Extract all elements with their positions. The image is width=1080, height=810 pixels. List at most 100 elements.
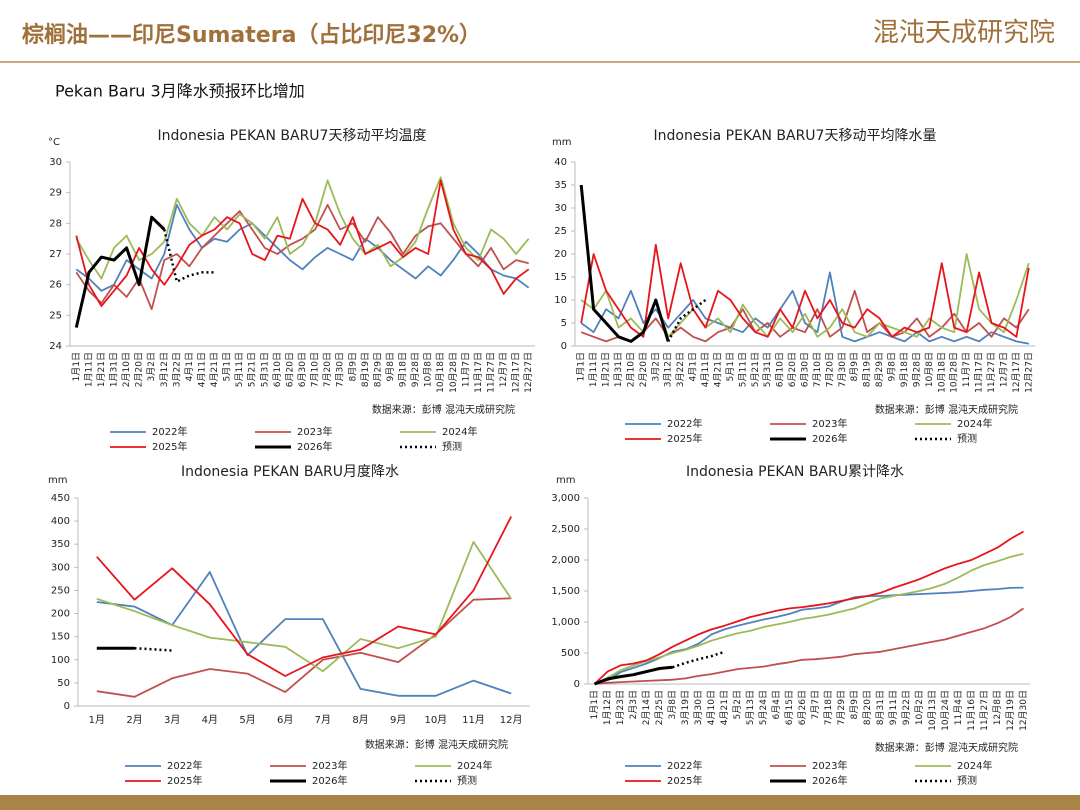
x-tick-label: 5月13日: [745, 690, 756, 725]
x-tick-label: 1月21日: [601, 352, 612, 387]
x-tick-label: 9月28日: [911, 352, 922, 387]
y-tick-label: 28: [49, 218, 62, 229]
x-tick-label: 7月30日: [335, 352, 346, 387]
legend-label: 2025年: [667, 432, 702, 445]
legend-label: 预测: [457, 774, 477, 787]
x-tick-label: 5月11日: [234, 352, 245, 387]
x-tick-label: 2月: [126, 714, 142, 726]
x-tick-label: 1月11日: [83, 352, 94, 387]
x-tick-label: 7月10日: [310, 352, 321, 387]
y-tick-label: 35: [554, 180, 567, 191]
legend-label: 2026年: [312, 774, 347, 787]
y-tick-label: 25: [554, 226, 567, 237]
x-tick-label: 4月21日: [209, 352, 220, 387]
x-tick-label: 12月27日: [523, 352, 534, 393]
x-tick-label: 7月7日: [810, 690, 821, 719]
legend-label: 2023年: [812, 417, 847, 430]
x-tick-label: 8月20日: [862, 690, 873, 725]
x-tick-label: 11月17日: [974, 352, 985, 393]
y-tick-label: 0: [64, 701, 70, 712]
legend-label: 2025年: [152, 440, 187, 453]
x-tick-label: 1月31日: [108, 352, 119, 387]
legend-label: 2024年: [442, 425, 477, 438]
x-tick-label: 1月21日: [96, 352, 107, 387]
y-tick-label: 25: [49, 310, 62, 321]
x-tick-label: 6月4日: [771, 690, 782, 719]
x-tick-label: 9月: [390, 714, 406, 726]
x-tick-label: 10月: [424, 714, 447, 726]
x-tick-label: 1月12日: [602, 690, 613, 725]
x-tick-label: 5月2日: [732, 690, 743, 719]
x-tick-label: 5月31日: [259, 352, 270, 387]
x-tick-label: 2月20日: [638, 352, 649, 387]
x-tick-label: 5月1日: [222, 352, 233, 381]
x-tick-label: 1月1日: [71, 352, 82, 381]
y-tick-label: 2,500: [551, 524, 580, 535]
x-tick-label: 1月1日: [589, 690, 600, 719]
y-tick-label: 40: [554, 157, 567, 168]
series-line: [74, 215, 166, 328]
x-tick-label: 10月28日: [448, 352, 459, 393]
series-line: [163, 229, 215, 283]
series-line: [672, 650, 725, 669]
x-tick-label: 9月8日: [385, 352, 396, 381]
y-tick-label: 50: [57, 678, 70, 689]
y-tick-label: 500: [561, 648, 580, 659]
x-tick-label: 1月11日: [588, 352, 599, 387]
x-tick-label: 3月12日: [159, 352, 170, 387]
x-tick-label: 4月1日: [184, 352, 195, 381]
x-tick-label: 7月: [315, 714, 331, 726]
subtitle: Pekan Baru 3月降水预报环比增加: [55, 82, 305, 101]
source-note: 数据来源：彭博 混沌天成研究院: [875, 403, 1018, 416]
legend-label: 预测: [957, 774, 977, 787]
x-tick-label: 1月23日: [615, 690, 626, 725]
unit-label: mm: [552, 137, 571, 148]
series-line: [594, 607, 1024, 685]
x-tick-label: 12月8日: [992, 690, 1003, 725]
legend-label: 2023年: [812, 759, 847, 772]
x-tick-label: 8月19日: [862, 352, 873, 387]
y-tick-label: 1,500: [551, 586, 580, 597]
footer-bar: [0, 795, 1080, 810]
x-tick-label: 3月30日: [693, 690, 704, 725]
chart-title: Indonesia PEKAN BARU累计降水: [686, 464, 904, 480]
x-tick-label: 3月2日: [650, 352, 661, 381]
x-tick-label: 4月21日: [712, 352, 723, 387]
chart-title: Indonesia PEKAN BARU月度降水: [181, 464, 399, 480]
x-tick-label: 6月20日: [284, 352, 295, 387]
x-tick-label: 6月10日: [775, 352, 786, 387]
x-tick-label: 2月20日: [134, 352, 145, 387]
x-tick-label: 11月17日: [473, 352, 484, 393]
x-tick-label: 4月: [202, 714, 218, 726]
legend-label: 2022年: [667, 417, 702, 430]
x-tick-label: 12月27日: [1023, 352, 1034, 393]
x-tick-label: 11月7日: [460, 352, 471, 387]
y-tick-label: 10: [554, 295, 567, 306]
x-tick-label: 4月1日: [688, 352, 699, 381]
x-tick-label: 2月10日: [625, 352, 636, 387]
y-tick-label: 26: [49, 280, 62, 291]
x-tick-label: 7月18日: [823, 690, 834, 725]
y-tick-label: 20: [554, 249, 567, 260]
x-tick-label: 5月21日: [750, 352, 761, 387]
y-tick-label: 350: [51, 539, 70, 550]
y-tick-label: 30: [554, 203, 567, 214]
x-tick-label: 8月: [352, 714, 368, 726]
x-tick-label: 9月28日: [410, 352, 421, 387]
x-tick-label: 1月: [89, 714, 105, 726]
x-tick-label: 10月8日: [924, 352, 935, 387]
y-tick-label: 150: [51, 632, 70, 643]
series-line: [96, 516, 513, 677]
y-tick-label: 27: [49, 249, 62, 260]
x-tick-label: 12月7日: [498, 352, 509, 387]
x-tick-label: 6月20日: [787, 352, 798, 387]
series-line: [579, 184, 670, 343]
series-line: [580, 243, 1030, 338]
x-tick-label: 10月24日: [940, 690, 951, 731]
x-tick-label: 4月21日: [719, 690, 730, 725]
x-tick-label: 11月7日: [961, 352, 972, 387]
x-tick-label: 12月30日: [1018, 690, 1029, 731]
unit-label: mm: [556, 475, 575, 486]
y-tick-label: 2,000: [551, 555, 580, 566]
